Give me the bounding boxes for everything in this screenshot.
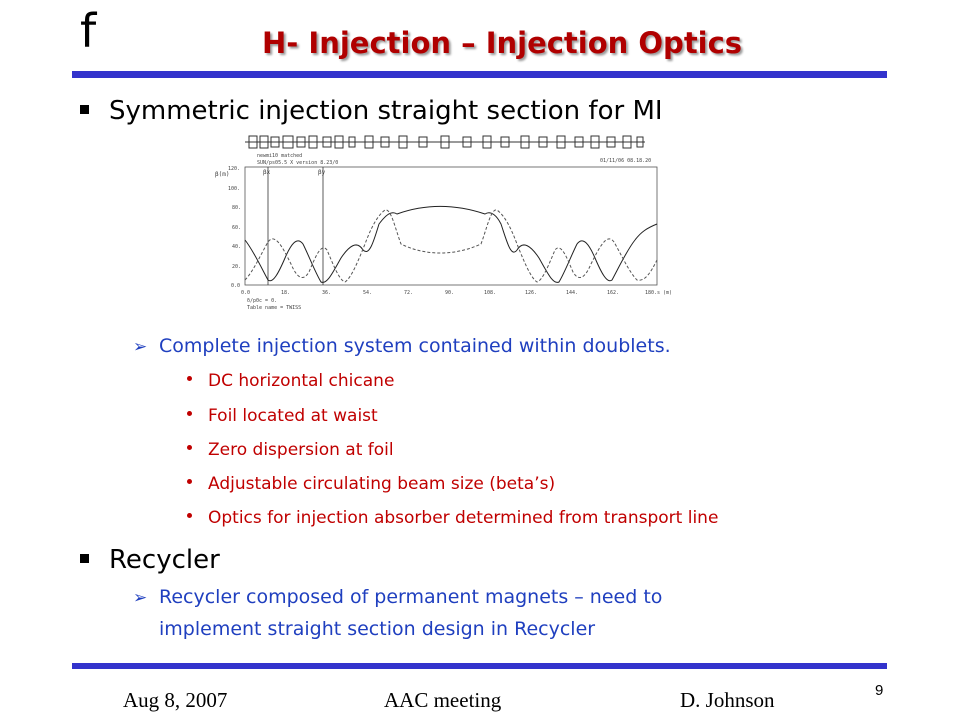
bullet-text: Symmetric injection straight section for… [109,96,663,126]
slide-title: H- Injection – Injection Optics [262,26,743,60]
list-item: Foil located at waist [187,406,378,426]
svg-text:40.: 40. [232,244,241,250]
plot-header-line: newmi10 matched [257,153,302,159]
lattice-strip [245,135,645,149]
x-tick-labels: 0.0 18. 36. 54. 72. 90. 108. 126. 144. 1… [241,290,657,296]
svg-text:108.: 108. [484,290,496,296]
square-bullet-icon [80,105,89,114]
dot-bullet-icon [187,376,192,381]
svg-text:54.: 54. [363,290,372,296]
y-tick-labels: 0.0 20. 40. 60. 80. 100. 120. [228,166,241,289]
svg-text:18.: 18. [281,290,290,296]
dot-bullet-icon [187,445,192,450]
footer-date: Aug 8, 2007 [123,688,228,712]
svg-text:80.: 80. [232,205,241,211]
bullet-recycler: Recycler [80,545,220,575]
footer-meeting: AAC meeting [384,688,502,712]
svg-text:0.0: 0.0 [231,283,240,289]
beta-x-label: βx [263,169,271,176]
arrow-bullet-icon: ➢ [133,588,148,608]
footer-author: D. Johnson [680,688,775,712]
header-rule [72,71,887,78]
page-number: 9 [875,682,884,699]
square-bullet-icon [80,554,89,563]
arrow-bullet-icon: ➢ [133,337,148,357]
optics-beta-plot: newmi10 matched SUN/ps05.5 X version 8.2… [215,135,672,311]
plot-x-unit: s (m) [657,290,672,296]
svg-text:60.: 60. [232,225,241,231]
list-item: DC horizontal chicane [187,371,394,391]
plot-footer-line: Table name = TWISS [247,305,301,311]
svg-text:36.: 36. [322,290,331,296]
svg-text:100.: 100. [228,186,240,192]
svg-text:90.: 90. [445,290,454,296]
sub-bullet-injection-system: ➢ Complete injection system contained wit… [133,335,671,357]
beta-x-curve [244,206,658,283]
sub-bullet-continuation: implement straight section design in Rec… [159,618,596,640]
sub-bullet-text: Complete injection system contained with… [159,335,671,357]
list-item: Optics for injection absorber determined… [187,508,718,528]
plot-date: 01/11/06 08.18.20 [600,158,651,164]
svg-text:20.: 20. [232,264,241,270]
bullet-text: Recycler [109,545,220,575]
bullet-symmetric-injection: Symmetric injection straight section for… [80,96,663,126]
svg-text:180.: 180. [645,290,657,296]
beta-y-curve [244,209,658,283]
svg-text:120.: 120. [228,166,240,172]
plot-frame [244,166,658,286]
sub-bullet-recycler-magnets: ➢ Recycler composed of permanent magnets … [133,586,663,608]
plot-header-line: SUN/ps05.5 X version 8.23/0 [257,160,338,166]
beta-y-label: βy [318,169,326,176]
list-item: Zero dispersion at foil [187,440,394,460]
svg-text:0.0: 0.0 [241,290,250,296]
svg-text:144.: 144. [566,290,578,296]
list-item: Adjustable circulating beam size (beta’s… [187,474,555,494]
svg-text:126.: 126. [525,290,537,296]
svg-text:162.: 162. [607,290,619,296]
plot-y-unit: β(m) [215,171,229,178]
dot-bullet-icon [187,411,192,416]
logo: f [80,4,97,58]
dot-bullet-icon [187,479,192,484]
dot-bullet-icon [187,513,192,518]
plot-footer-line: δ/p0c = 0. [247,298,277,304]
footer-rule [72,663,887,669]
svg-text:72.: 72. [404,290,413,296]
